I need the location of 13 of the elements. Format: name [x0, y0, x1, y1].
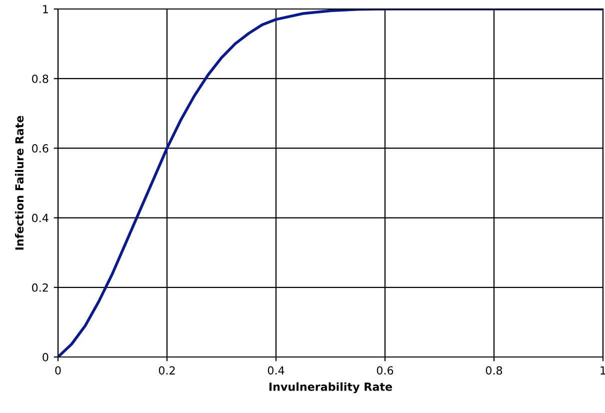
y-tick-label: 1: [43, 5, 48, 14]
y-tick-label: 0.4: [32, 214, 48, 222]
y-tick-label: 0.6: [32, 144, 48, 153]
x-tick-label: 0: [55, 366, 61, 375]
x-tick-label: 0.6: [376, 366, 394, 375]
x-tick-label: 0.4: [268, 366, 284, 375]
x-tick-label: 0.2: [158, 366, 175, 375]
y-tick-label: 0.8: [32, 74, 48, 83]
x-axis-title: Invulnerability Rate: [269, 382, 392, 394]
y-tick-label: 0.2: [32, 283, 48, 292]
y-tick-label: 0: [42, 352, 48, 362]
y-axis-title: Infection Failure Rate: [14, 116, 24, 250]
x-tick-label: 0.8: [486, 366, 502, 375]
